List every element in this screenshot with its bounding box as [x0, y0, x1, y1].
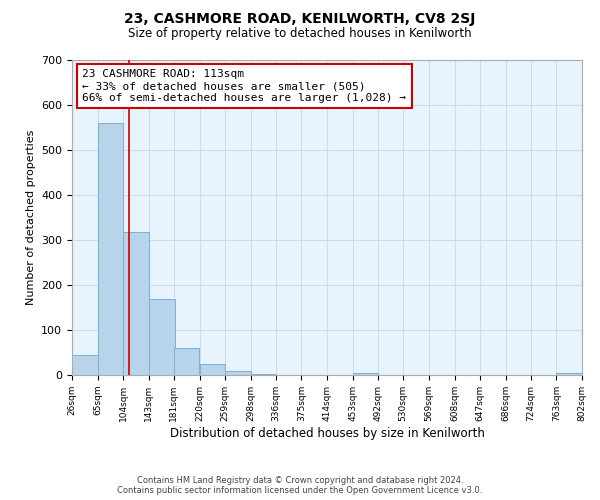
Bar	[174, 348, 199, 375]
Text: 23, CASHMORE ROAD, KENILWORTH, CV8 2SJ: 23, CASHMORE ROAD, KENILWORTH, CV8 2SJ	[124, 12, 476, 26]
Bar	[123, 232, 149, 375]
X-axis label: Distribution of detached houses by size in Kenilworth: Distribution of detached houses by size …	[170, 426, 484, 440]
Bar	[225, 370, 251, 375]
Y-axis label: Number of detached properties: Number of detached properties	[26, 130, 35, 305]
Text: 23 CASHMORE ROAD: 113sqm
← 33% of detached houses are smaller (505)
66% of semi-: 23 CASHMORE ROAD: 113sqm ← 33% of detach…	[82, 70, 406, 102]
Bar	[98, 123, 123, 375]
Bar	[353, 373, 378, 375]
Text: Size of property relative to detached houses in Kenilworth: Size of property relative to detached ho…	[128, 28, 472, 40]
Text: Contains HM Land Registry data © Crown copyright and database right 2024.
Contai: Contains HM Land Registry data © Crown c…	[118, 476, 482, 495]
Bar	[72, 355, 98, 375]
Bar	[199, 364, 225, 375]
Bar	[251, 374, 277, 375]
Bar	[556, 373, 582, 375]
Bar	[149, 300, 175, 375]
